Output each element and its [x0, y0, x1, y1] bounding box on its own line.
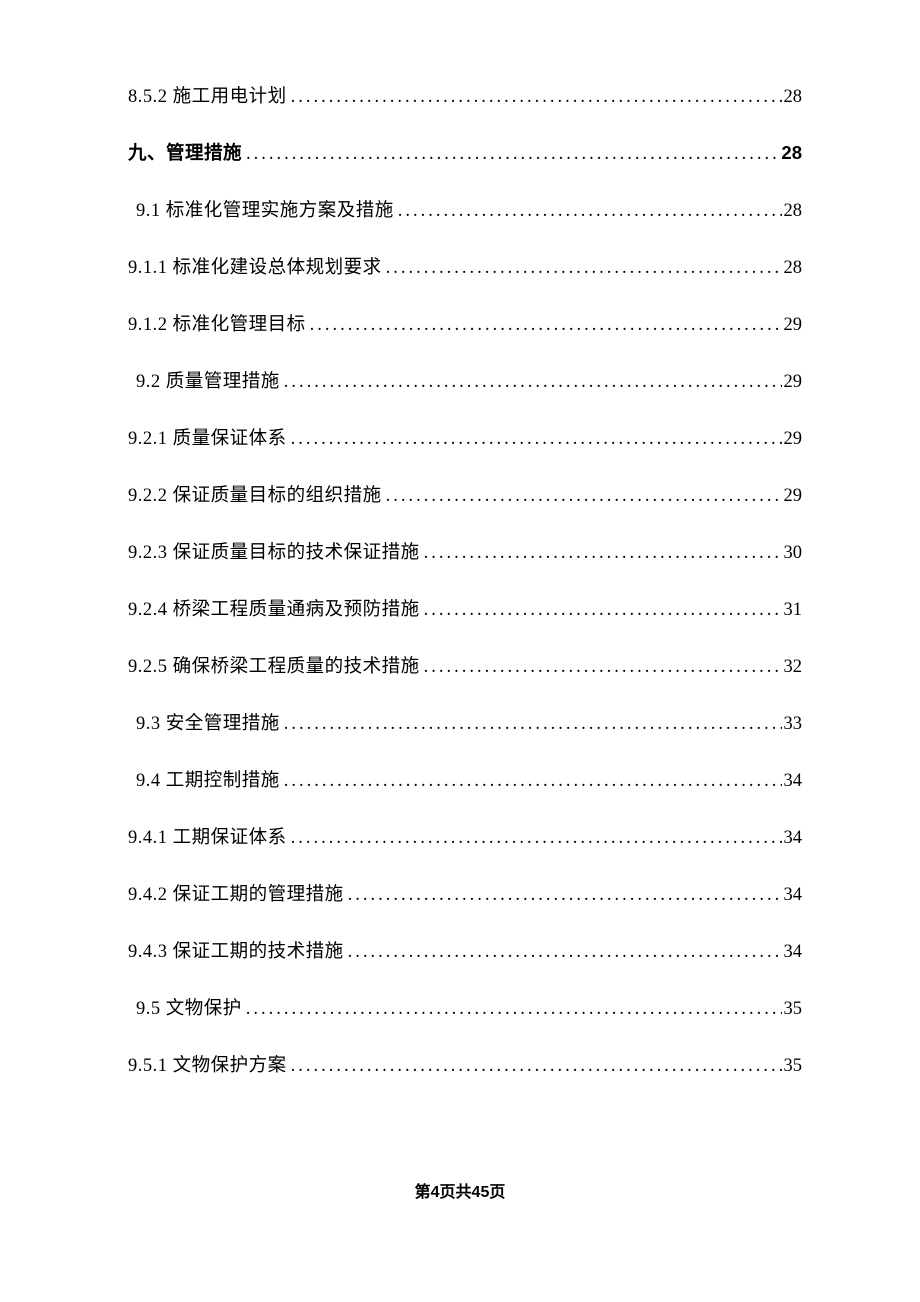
toc-entry-label: 9.3 安全管理措施 [136, 709, 280, 735]
toc-leader-dots [382, 258, 782, 279]
toc-entry-page: 31 [782, 600, 803, 621]
toc-entry-page: 28 [782, 258, 803, 279]
toc-leader-dots [382, 486, 782, 507]
toc-entry-label: 9.1.1 标准化建设总体规划要求 [128, 253, 382, 279]
toc-entry: 九、管理措施 28 [128, 139, 802, 165]
toc-entry-page: 35 [782, 999, 803, 1020]
toc-entry-label: 9.5 文物保护 [136, 994, 242, 1020]
page-number-text: 第4页共45页 [415, 1184, 506, 1201]
toc-entry-page: 29 [782, 486, 803, 507]
toc-entry-label: 9.1 标准化管理实施方案及措施 [136, 196, 394, 222]
toc-entry-label: 9.2.4 桥梁工程质量通病及预防措施 [128, 595, 420, 621]
toc-entry-page: 35 [782, 1056, 803, 1077]
toc-leader-dots [287, 429, 782, 450]
toc-entry-page: 30 [782, 543, 803, 564]
toc-leader-dots [394, 201, 782, 222]
toc-entry-label: 9.5.1 文物保护方案 [128, 1051, 287, 1077]
toc-entry: 9.3 安全管理措施 33 [128, 709, 802, 735]
toc-entry-label: 9.4.3 保证工期的技术措施 [128, 937, 344, 963]
toc-entry-label: 9.2.3 保证质量目标的技术保证措施 [128, 538, 420, 564]
toc-entry-page: 34 [782, 771, 803, 792]
toc-entry-label: 9.2.2 保证质量目标的组织措施 [128, 481, 382, 507]
toc-entry-page: 28 [779, 142, 802, 164]
toc-entry-page: 34 [782, 942, 803, 963]
toc-entry-page: 28 [782, 87, 803, 108]
toc-entry-page: 29 [782, 429, 803, 450]
toc-entry: 9.2.1 质量保证体系 29 [128, 424, 802, 450]
page-footer: 第4页共45页 [0, 1178, 920, 1202]
toc-entry: 9.4 工期控制措施 34 [128, 766, 802, 792]
toc-entry: 9.5 文物保护 35 [128, 994, 802, 1020]
toc-entry-label: 9.2.5 确保桥梁工程质量的技术措施 [128, 652, 420, 678]
toc-entry-label: 9.2.1 质量保证体系 [128, 424, 287, 450]
toc-entry-label: 8.5.2 施工用电计划 [128, 82, 287, 108]
toc-leader-dots [242, 144, 779, 165]
toc-entry-page: 28 [782, 201, 803, 222]
toc-entry-page: 32 [782, 657, 803, 678]
toc-entry: 9.4.2 保证工期的管理措施 34 [128, 880, 802, 906]
toc-entry-page: 34 [782, 885, 803, 906]
toc-entry-label: 9.2 质量管理措施 [136, 367, 280, 393]
toc-leader-dots [287, 828, 782, 849]
toc-entry: 9.4.3 保证工期的技术措施 34 [128, 937, 802, 963]
toc-entry: 9.2.2 保证质量目标的组织措施 29 [128, 481, 802, 507]
toc-leader-dots [287, 87, 782, 108]
toc-entry: 9.1 标准化管理实施方案及措施 28 [128, 196, 802, 222]
toc-entry: 9.1.2 标准化管理目标 29 [128, 310, 802, 336]
toc-entry-page: 33 [782, 714, 803, 735]
toc-leader-dots [420, 600, 782, 621]
toc-leader-dots [344, 942, 782, 963]
toc-entry-label: 9.4.1 工期保证体系 [128, 823, 287, 849]
toc-leader-dots [344, 885, 782, 906]
toc-entry-label: 9.4 工期控制措施 [136, 766, 280, 792]
toc-entry-page: 29 [782, 315, 803, 336]
table-of-contents: 8.5.2 施工用电计划 28 九、管理措施 28 9.1 标准化管理实施方案及措施 2… [128, 82, 802, 1077]
toc-entry-label: 9.4.2 保证工期的管理措施 [128, 880, 344, 906]
toc-entry: 9.4.1 工期保证体系 34 [128, 823, 802, 849]
toc-entry: 9.5.1 文物保护方案 35 [128, 1051, 802, 1077]
toc-entry: 9.1.1 标准化建设总体规划要求 28 [128, 253, 802, 279]
toc-leader-dots [280, 372, 782, 393]
toc-leader-dots [287, 1056, 782, 1077]
toc-entry: 9.2.4 桥梁工程质量通病及预防措施 31 [128, 595, 802, 621]
toc-entry: 9.2 质量管理措施 29 [128, 367, 802, 393]
toc-entry: 9.2.3 保证质量目标的技术保证措施 30 [128, 538, 802, 564]
toc-leader-dots [280, 714, 782, 735]
toc-entry: 8.5.2 施工用电计划 28 [128, 82, 802, 108]
toc-entry-page: 29 [782, 372, 803, 393]
toc-leader-dots [280, 771, 782, 792]
toc-entry-page: 34 [782, 828, 803, 849]
toc-leader-dots [420, 657, 782, 678]
toc-entry-label: 九、管理措施 [128, 139, 242, 165]
toc-entry-label: 9.1.2 标准化管理目标 [128, 310, 306, 336]
toc-leader-dots [420, 543, 782, 564]
toc-leader-dots [242, 999, 782, 1020]
toc-leader-dots [306, 315, 782, 336]
toc-entry: 9.2.5 确保桥梁工程质量的技术措施 32 [128, 652, 802, 678]
